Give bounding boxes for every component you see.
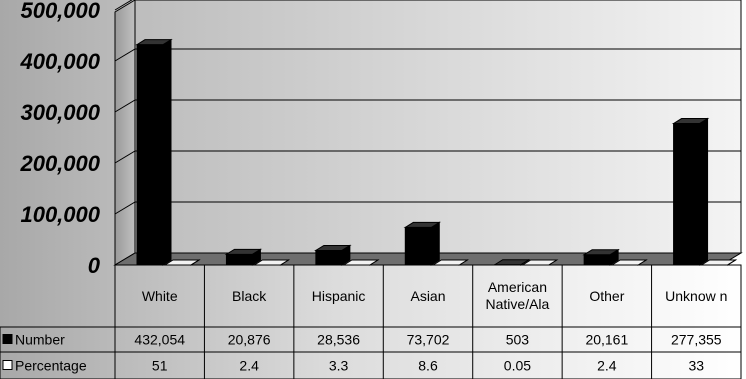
category-label: Other <box>589 288 624 304</box>
category-label: Black <box>232 288 267 304</box>
bar-number-6 <box>671 117 710 266</box>
bar-number-3-top <box>403 221 442 228</box>
bar-number-3 <box>403 221 442 266</box>
y-tick-label: 400,000 <box>19 49 100 74</box>
gridlines <box>114 0 741 215</box>
gridline <box>114 48 741 62</box>
gridline <box>114 150 741 164</box>
bar-number-1 <box>224 248 263 266</box>
bar-number-3-front <box>404 226 432 266</box>
category-label-2: Hispanic <box>312 288 366 304</box>
y-tick-label: 200,000 <box>19 151 100 176</box>
legend-key-number <box>2 334 13 344</box>
number-cell-4: 503 <box>506 332 530 348</box>
legend-key-percentage <box>2 360 13 370</box>
percentage-cell-5: 2.4 <box>597 358 617 374</box>
gridline <box>114 201 741 215</box>
bar-number-5-top <box>582 249 620 256</box>
y-tick-label: 500,000 <box>20 0 100 23</box>
bar-number-6-top <box>671 118 710 125</box>
bar-number-2-top <box>314 244 352 251</box>
gridline <box>114 99 741 113</box>
bar-number-1-top <box>224 248 263 255</box>
number-cell-6: 277,355 <box>671 332 722 348</box>
percentage-cell-4: 0.05 <box>504 358 531 374</box>
category-label: White <box>142 288 178 304</box>
bar-number-5-front <box>583 254 611 266</box>
bar-number-0-front <box>136 44 164 266</box>
y-tick-label: 100,000 <box>20 202 100 227</box>
percentage-cell-6: 33 <box>688 358 704 374</box>
category-label-line: American <box>488 279 547 295</box>
percentage-cell-1: 2.4 <box>239 358 259 374</box>
category-label: Hispanic <box>312 288 366 304</box>
number-cell-2: 28,536 <box>317 332 360 348</box>
number-cell-0: 432,054 <box>134 332 185 348</box>
bar-number-5 <box>582 248 620 266</box>
percentage-cell-2: 3.3 <box>329 358 349 374</box>
plot-walls <box>113 0 743 266</box>
back-wall <box>134 0 742 254</box>
category-label-5: Other <box>589 288 624 304</box>
bar-number-2-front <box>315 249 343 266</box>
y-tick-label: 0 <box>88 253 101 278</box>
y-axis: 0 100,000 200,000 300,000 400,000 500,000 <box>19 0 100 278</box>
side-wall <box>114 0 136 266</box>
category-label-0: White <box>142 288 178 304</box>
data-table: White Black Hispanic Asian AmericanNative/Al… <box>0 264 742 379</box>
number-cell-1: 20,876 <box>228 332 271 348</box>
percentage-cell-0: 51 <box>152 358 168 374</box>
bar-number-3-side <box>430 221 440 266</box>
bar-number-0 <box>135 38 173 266</box>
row-label-number: Number <box>15 332 65 348</box>
bar-number-6-side <box>699 117 709 266</box>
number-cell-5: 20,161 <box>585 332 628 348</box>
category-label-6: Unknow n <box>665 288 727 304</box>
bar-number-6-front <box>673 123 701 266</box>
bar-number-0-side <box>162 38 172 266</box>
category-label: Unknow n <box>665 288 727 304</box>
bar-number-0-top <box>135 39 173 46</box>
bars <box>135 38 738 266</box>
category-label-line: Native/Ala <box>486 296 550 312</box>
percentage-cell-3: 8.6 <box>418 358 438 374</box>
bar-number-1-front <box>225 253 253 266</box>
row-label-percentage: Percentage <box>15 358 87 374</box>
category-label-3: Asian <box>410 288 445 304</box>
table-body <box>0 326 742 379</box>
gridline <box>114 0 133 11</box>
category-label: Asian <box>410 288 445 304</box>
bar-number-2 <box>314 244 352 266</box>
number-cell-3: 73,702 <box>407 332 450 348</box>
category-label-1: Black <box>232 288 267 304</box>
y-tick-label: 300,000 <box>20 100 100 125</box>
